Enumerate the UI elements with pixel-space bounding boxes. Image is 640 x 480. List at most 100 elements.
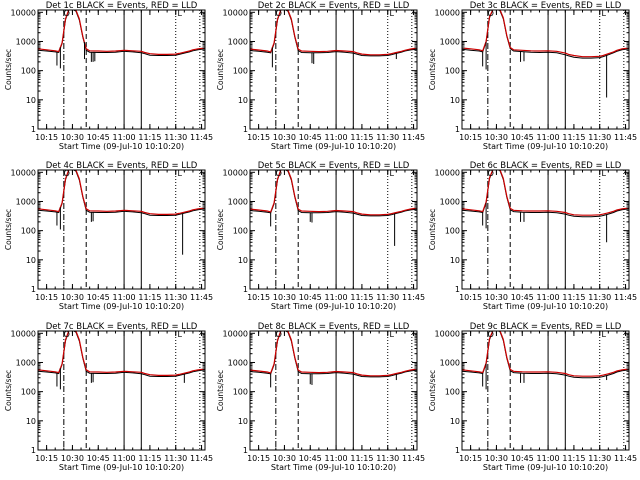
lld-series-line	[462, 10, 629, 58]
y-tick-label: 100	[233, 388, 248, 397]
corner-marker: L	[177, 9, 182, 18]
x-axis-title: Start Time (09-Jul-10 10:10:20)	[59, 142, 184, 151]
y-tick-label: 1000	[228, 197, 248, 206]
x-tick-label: 11:15	[350, 454, 373, 463]
plot-frame	[249, 330, 418, 451]
x-tick-label: 11:45	[190, 133, 213, 142]
series-group	[38, 10, 205, 69]
corner-marker: L	[177, 330, 182, 339]
x-tick-label: 11:00	[113, 454, 136, 463]
y-tick-label: 100	[445, 388, 460, 397]
x-tick-label: 10:45	[511, 454, 534, 463]
y-tick-label: 10	[26, 256, 36, 265]
plot-frame	[461, 9, 630, 130]
circle-marker: O	[64, 169, 70, 178]
plot-frame	[249, 9, 418, 130]
detector-panel: 1 10 100 1000 10000 10:15 10:30 10:45 11:00 11:15…	[428, 161, 637, 311]
x-tick-label: 10:15	[35, 454, 58, 463]
panel-title: Det 7c BLACK = Events, RED = LLD	[46, 322, 198, 332]
y-tick-label: 10	[238, 96, 248, 105]
y-tick-label: 1	[31, 446, 36, 455]
plot-frame	[249, 169, 418, 290]
y-tick-label: 1000	[440, 37, 460, 46]
x-tick-label: 11:00	[537, 293, 560, 302]
panel-title: Det 5c BLACK = Events, RED = LLD	[258, 161, 410, 171]
x-tick-label: 11:45	[190, 293, 213, 302]
corner-marker: L	[601, 169, 606, 178]
lld-series-line	[250, 10, 417, 56]
series-group	[38, 331, 205, 390]
detector-panel: 1 10 100 1000 10000 10:15 10:30 10:45 11:00 11:15…	[216, 161, 425, 311]
x-tick-label: 10:30	[273, 454, 296, 463]
plot-frame	[461, 169, 630, 290]
series-group	[462, 170, 629, 243]
y-tick-label: 10	[26, 417, 36, 426]
y-axis-title: Counts/sec	[216, 49, 225, 90]
y-tick-label: 10	[238, 256, 248, 265]
x-tick-label: 11:45	[402, 454, 425, 463]
y-tick-label: 1000	[16, 37, 36, 46]
y-tick-label: 10	[26, 96, 36, 105]
x-tick-label: 10:45	[87, 133, 110, 142]
x-axis-title: Start Time (09-Jul-10 10:10:20)	[271, 463, 396, 472]
y-tick-label: 1000	[440, 197, 460, 206]
x-tick-label: 11:30	[376, 454, 399, 463]
y-tick-label: 1000	[16, 358, 36, 367]
x-tick-label: 10:15	[35, 133, 58, 142]
circle-marker: O	[488, 169, 494, 178]
x-axis-title: Start Time (09-Jul-10 10:10:20)	[483, 302, 608, 311]
x-tick-label: 10:45	[299, 133, 322, 142]
corner-marker: L	[389, 9, 394, 18]
plot-frame	[37, 169, 206, 290]
y-tick-label: 1	[243, 285, 248, 294]
plot-frame	[461, 330, 630, 451]
x-tick-label: 10:15	[459, 454, 482, 463]
circle-marker: O	[276, 330, 282, 339]
series-group	[462, 10, 629, 98]
y-axis-title: Counts/sec	[428, 209, 437, 250]
panel-title: Det 8c BLACK = Events, RED = LLD	[258, 322, 410, 332]
corner-marker: L	[389, 169, 394, 178]
panel-title: Det 3c BLACK = Events, RED = LLD	[470, 1, 622, 11]
series-group	[462, 331, 629, 390]
y-tick-label: 10000	[223, 8, 248, 17]
detector-panel: 1 10 100 1000 10000 10:15 10:30 10:45 11:00 11:15…	[4, 1, 213, 151]
x-tick-label: 11:30	[588, 454, 611, 463]
x-tick-label: 11:45	[402, 133, 425, 142]
y-axis-title: Counts/sec	[216, 209, 225, 250]
y-tick-label: 1	[455, 446, 460, 455]
lld-series-line	[250, 170, 417, 216]
y-tick-label: 100	[21, 67, 36, 76]
x-tick-label: 11:45	[402, 293, 425, 302]
y-tick-label: 100	[233, 227, 248, 236]
detector-panel: 1 10 100 1000 10000 10:15 10:30 10:45 11:00 11:15…	[4, 161, 213, 311]
circle-marker: O	[276, 9, 282, 18]
y-tick-label: 100	[21, 227, 36, 236]
series-group	[250, 331, 417, 388]
x-tick-label: 10:45	[87, 454, 110, 463]
series-group	[250, 10, 417, 68]
x-tick-label: 10:30	[61, 454, 84, 463]
corner-marker: L	[177, 169, 182, 178]
detector-panel: 1 10 100 1000 10000 10:15 10:30 10:45 11:00 11:15…	[4, 322, 213, 472]
corner-marker: L	[389, 330, 394, 339]
y-tick-label: 10000	[11, 168, 36, 177]
x-tick-label: 11:15	[562, 293, 585, 302]
x-tick-label: 11:30	[376, 133, 399, 142]
y-tick-label: 1000	[228, 358, 248, 367]
x-tick-label: 11:45	[190, 454, 213, 463]
y-tick-label: 100	[445, 227, 460, 236]
detector-panel: 1 10 100 1000 10000 10:15 10:30 10:45 11:00 11:15…	[216, 322, 425, 472]
series-group	[38, 170, 205, 255]
detector-panel: 1 10 100 1000 10000 10:15 10:30 10:45 11:00 11:15…	[428, 1, 637, 151]
plot-frame	[37, 9, 206, 130]
panel-title: Det 4c BLACK = Events, RED = LLD	[46, 161, 198, 171]
x-tick-label: 11:15	[138, 454, 161, 463]
y-tick-label: 10000	[435, 168, 460, 177]
corner-marker: L	[601, 330, 606, 339]
detector-panel: 1 10 100 1000 10000 10:15 10:30 10:45 11:00 11:15…	[216, 1, 425, 151]
x-tick-label: 11:00	[113, 133, 136, 142]
x-tick-label: 10:30	[273, 133, 296, 142]
y-tick-label: 1	[243, 125, 248, 134]
x-tick-label: 10:45	[87, 293, 110, 302]
